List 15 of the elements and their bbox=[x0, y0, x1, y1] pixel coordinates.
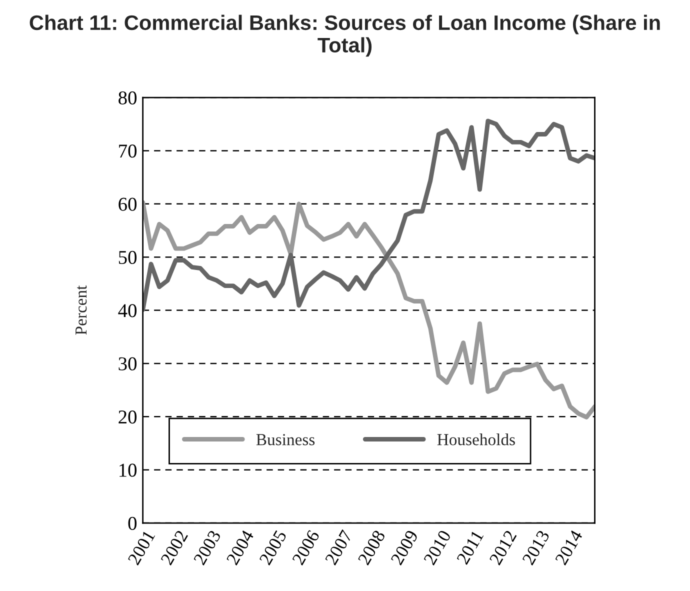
legend-label: Households bbox=[437, 434, 515, 446]
y-tick-label: 0 bbox=[128, 516, 137, 530]
y-tick-label: 30 bbox=[118, 357, 137, 370]
y-tick-label: 10 bbox=[120, 464, 137, 477]
chart-title: Chart 11: Commercial Banks: Sources of Loan Income (Share in Total) bbox=[30, 14, 660, 57]
y-tick-label: 60 bbox=[118, 198, 137, 211]
line-series bbox=[142, 200, 595, 420]
y-tick-label: 80 bbox=[118, 91, 137, 104]
y-tick-label: 70 bbox=[119, 144, 137, 158]
y-axis-title: Percent bbox=[76, 285, 87, 335]
y-tick-label: 40 bbox=[118, 304, 137, 318]
y-tick-label: 50 bbox=[118, 250, 137, 264]
line-series bbox=[142, 118, 595, 312]
y-tick-label: 20 bbox=[118, 410, 137, 424]
legend-label: Business bbox=[256, 434, 315, 446]
